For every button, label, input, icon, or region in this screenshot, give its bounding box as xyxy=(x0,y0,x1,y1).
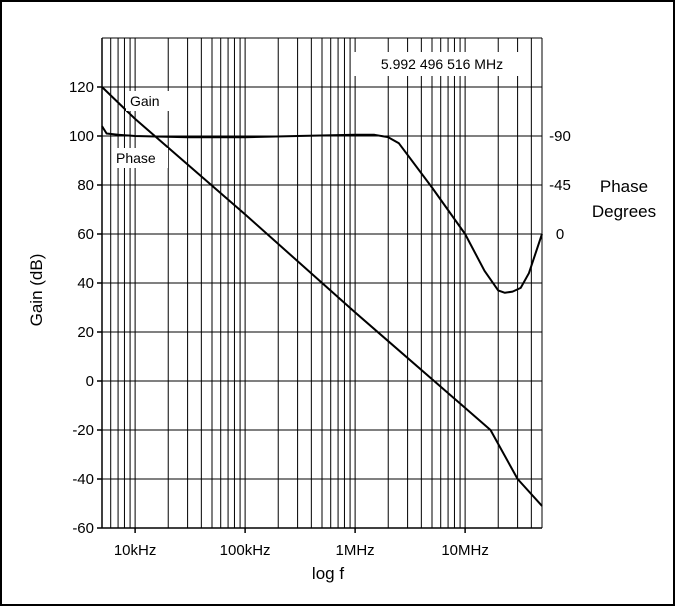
y2-tick-label: -90 xyxy=(549,128,571,145)
y-tick-label: 20 xyxy=(77,324,94,341)
axes: 120 100 80 60 40 20 0 -20 -40 -60 10kHz 100kHz 1MHz 1… xyxy=(69,38,571,559)
annotation-box xyxy=(354,52,529,76)
y-axis-label: Gain (dB) xyxy=(27,254,46,327)
y-tick-label: 100 xyxy=(69,128,94,145)
series-line-gain xyxy=(101,86,543,507)
x-tick-label: 10kHz xyxy=(114,542,157,559)
labels: Gain (dB) log f Phase Degrees 5.992 496 … xyxy=(27,52,656,583)
gain-label-box xyxy=(126,91,170,111)
y-tick-label: -40 xyxy=(72,471,94,488)
y-tick-label: 60 xyxy=(77,226,94,243)
frequency-annotation: 5.992 496 516 MHz xyxy=(381,56,503,72)
y-tick-label: 40 xyxy=(77,275,94,292)
y-tick-label: -60 xyxy=(72,520,94,537)
x-tick-label: 100kHz xyxy=(220,542,271,559)
series-label-phase: Phase xyxy=(116,150,156,166)
y-tick-label: 0 xyxy=(86,373,94,390)
y-tick-label: -20 xyxy=(72,422,94,439)
y2-tick-label: -45 xyxy=(549,177,571,194)
x-axis-label: log f xyxy=(312,564,344,583)
y-tick-label: 80 xyxy=(77,177,94,194)
y2-tick-label: 0 xyxy=(556,226,564,243)
series xyxy=(101,86,543,507)
y2-axis-label-line2: Degrees xyxy=(592,202,656,221)
x-tick-label: 1MHz xyxy=(336,542,375,559)
phase-label-box xyxy=(112,148,168,168)
x-tick-label: 10MHz xyxy=(441,542,489,559)
series-label-gain: Gain xyxy=(130,93,160,109)
series-line-phase xyxy=(101,125,543,294)
y-tick-label: 120 xyxy=(69,79,94,96)
y2-axis-label-line1: Phase xyxy=(600,177,648,196)
